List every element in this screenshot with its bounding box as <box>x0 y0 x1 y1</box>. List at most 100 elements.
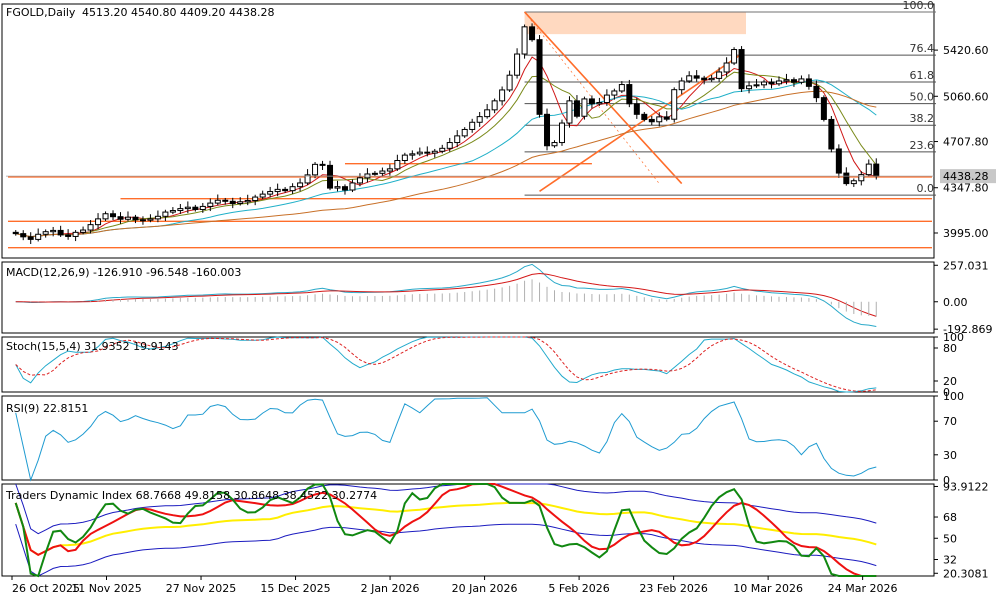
candle-body[interactable] <box>716 71 723 79</box>
candle-body[interactable] <box>596 102 603 105</box>
candle-body[interactable] <box>813 85 820 99</box>
candle-body[interactable] <box>356 177 363 184</box>
candle-body[interactable] <box>820 97 827 120</box>
candle-body[interactable] <box>409 153 416 156</box>
candle-body[interactable] <box>476 116 483 123</box>
candle-body[interactable] <box>57 229 64 236</box>
candle-body[interactable] <box>139 219 146 222</box>
candle-body[interactable] <box>461 128 468 137</box>
candle-body[interactable] <box>603 94 610 104</box>
candle-body[interactable] <box>798 78 805 83</box>
candle-body[interactable] <box>499 89 506 102</box>
candle-body[interactable] <box>656 116 663 123</box>
candle-body[interactable] <box>775 80 782 85</box>
candle-body[interactable] <box>469 121 476 130</box>
candle-body[interactable] <box>551 142 558 147</box>
candle-body[interactable] <box>319 163 326 166</box>
candle-body[interactable] <box>27 236 34 240</box>
candle-body[interactable] <box>252 196 259 202</box>
candle-body[interactable] <box>386 168 393 172</box>
candle-body[interactable] <box>431 150 438 154</box>
candle-body[interactable] <box>536 39 543 115</box>
candle-body[interactable] <box>529 26 536 41</box>
candle-body[interactable] <box>289 186 296 192</box>
candle-body[interactable] <box>581 98 588 117</box>
candle-body[interactable] <box>723 62 730 73</box>
candle-body[interactable] <box>132 216 139 221</box>
candle-body[interactable] <box>484 109 491 118</box>
candle-body[interactable] <box>873 163 880 177</box>
candle-body[interactable] <box>671 89 678 120</box>
candle-body[interactable] <box>65 234 72 237</box>
candle-body[interactable] <box>394 160 401 170</box>
candle-body[interactable] <box>843 172 850 185</box>
candle-body[interactable] <box>746 85 753 90</box>
candle-body[interactable] <box>558 122 565 144</box>
candle-body[interactable] <box>222 199 229 202</box>
candle-body[interactable] <box>626 84 633 105</box>
candle-body[interactable] <box>611 90 618 96</box>
candle-body[interactable] <box>124 216 131 220</box>
candle-body[interactable] <box>828 118 835 150</box>
macd-panel[interactable]: 257.031 0.00 -192.869 <box>1 259 992 336</box>
candle-body[interactable] <box>162 211 169 217</box>
candle-body[interactable] <box>282 188 289 192</box>
candle-body[interactable] <box>327 164 334 189</box>
candle-body[interactable] <box>506 74 513 91</box>
candle-body[interactable] <box>708 77 715 81</box>
candle-body[interactable] <box>633 103 640 115</box>
candle-body[interactable] <box>312 163 319 176</box>
candle-body[interactable] <box>521 26 528 55</box>
candle-body[interactable] <box>858 174 865 182</box>
candle-body[interactable] <box>334 186 341 189</box>
candle-body[interactable] <box>663 116 670 120</box>
candle-body[interactable] <box>588 98 595 105</box>
trendline-down[interactable] <box>523 11 683 185</box>
price-panel[interactable]: 100.0 76.4 61.8 50.0 38.2 23.6 0.0 5420.60 5060.… <box>1 0 996 259</box>
candle-body[interactable] <box>229 200 236 204</box>
candle-body[interactable] <box>678 80 685 91</box>
candle-body[interactable] <box>35 233 42 240</box>
candle-body[interactable] <box>761 81 768 86</box>
candle-body[interactable] <box>491 100 498 111</box>
candle-body[interactable] <box>259 193 266 198</box>
candle-body[interactable] <box>850 180 857 185</box>
candle-body[interactable] <box>566 100 573 124</box>
candle-body[interactable] <box>72 231 79 237</box>
candle-body[interactable] <box>865 163 872 176</box>
candle-body[interactable] <box>790 79 797 83</box>
candle-body[interactable] <box>95 218 102 226</box>
candle-body[interactable] <box>641 113 648 120</box>
candle-body[interactable] <box>738 49 745 90</box>
candle-body[interactable] <box>154 215 161 220</box>
candle-body[interactable] <box>147 218 154 221</box>
candle-body[interactable] <box>207 202 214 207</box>
candle-body[interactable] <box>693 75 700 79</box>
candle-body[interactable] <box>199 205 206 211</box>
candle-body[interactable] <box>454 135 461 144</box>
candle-body[interactable] <box>835 148 842 174</box>
candle-body[interactable] <box>731 49 738 64</box>
candle-body[interactable] <box>439 147 446 152</box>
candle-body[interactable] <box>267 191 274 195</box>
candle-body[interactable] <box>416 151 423 155</box>
candle-body[interactable] <box>783 79 790 82</box>
candle-body[interactable] <box>544 113 551 147</box>
candle-body[interactable] <box>87 224 94 231</box>
candle-body[interactable] <box>42 231 49 235</box>
rsi-panel[interactable]: 100 70 30 0 <box>1 390 964 487</box>
candle-body[interactable] <box>117 216 124 220</box>
candle-body[interactable] <box>110 213 117 218</box>
candle-body[interactable] <box>371 172 378 175</box>
candle-body[interactable] <box>701 77 708 81</box>
candle-body[interactable] <box>192 206 199 211</box>
candle-body[interactable] <box>618 84 625 92</box>
candle-body[interactable] <box>184 206 191 210</box>
candle-body[interactable] <box>177 208 184 212</box>
candle-body[interactable] <box>80 229 87 233</box>
candle-body[interactable] <box>274 188 281 193</box>
trendline-up[interactable] <box>539 53 743 192</box>
